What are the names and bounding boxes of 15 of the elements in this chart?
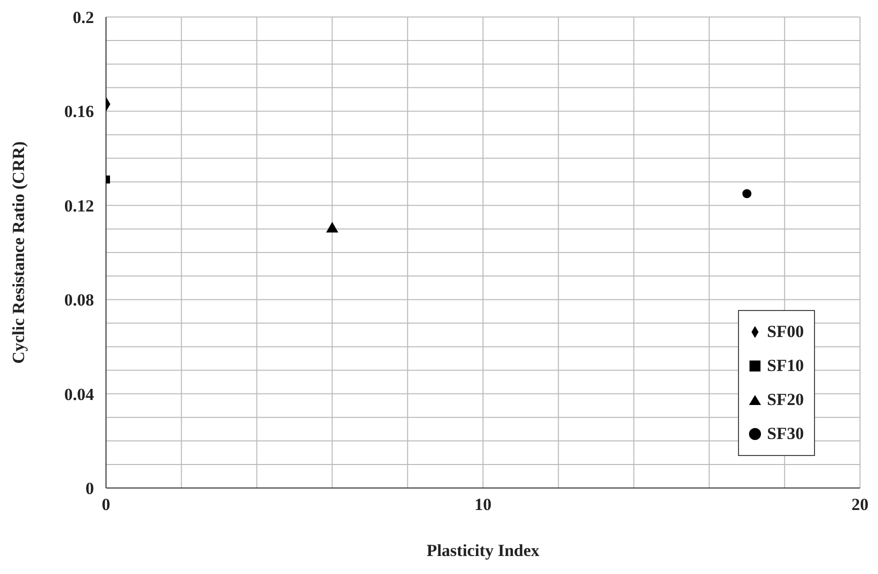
y-tick-label: 0 [86,479,94,498]
x-tick-label: 10 [474,495,492,514]
legend-label: SF00 [767,322,804,342]
legend-label: SF30 [767,424,804,444]
y-tick-label: 0.16 [64,102,94,122]
y-tick-label: 0.08 [64,290,94,310]
legend-label: SF10 [767,356,804,376]
legend-label: SF20 [767,390,804,410]
y-tick-label: 0.12 [64,196,94,216]
x-axis-title: Plasticity Index [426,541,540,560]
y-axis-title: Cyclic Resistance Ratio (CRR) [9,141,28,364]
x-tick-label: 20 [852,495,868,514]
y-tick-label: 0.2 [72,8,94,27]
x-tick-label: 0 [102,495,110,514]
y-tick-label: 0.04 [64,384,94,404]
